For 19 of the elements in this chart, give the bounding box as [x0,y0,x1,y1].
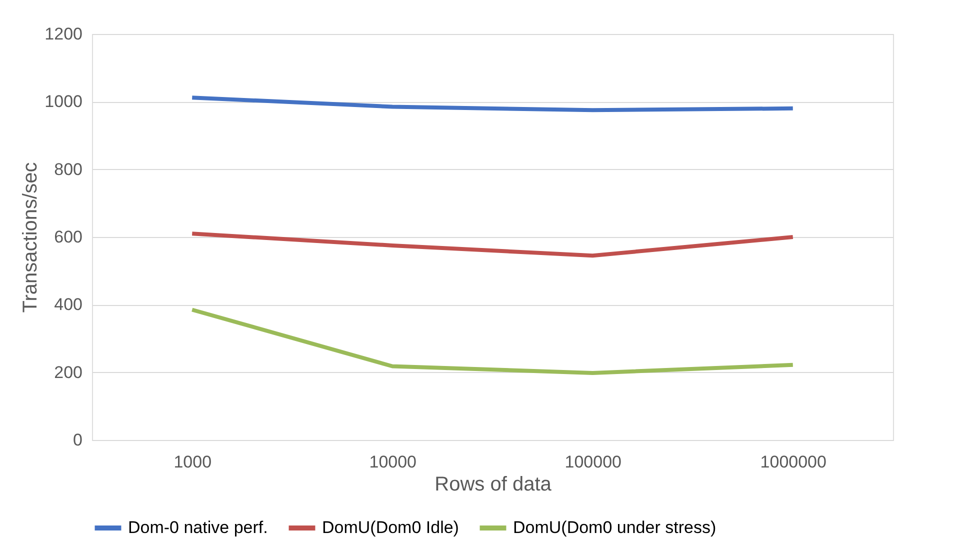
x-tick-label: 1000000 [760,452,826,472]
x-tick-label: 10000 [369,452,417,472]
y-axis-title: Transactions/sec [20,162,42,313]
x-axis-title: Rows of data [434,474,552,496]
legend-label: Dom-0 native perf. [128,518,268,537]
y-tick-label: 0 [73,430,82,450]
y-tick-label: 400 [54,295,82,314]
x-tick-label: 1000 [174,452,212,472]
x-tick-label: 100000 [564,452,622,472]
y-tick-label: 600 [54,228,82,246]
y-tick-label: 800 [54,160,82,179]
y-tick-label: 1200 [44,24,82,44]
legend-label: DomU(Dom0 Idle) [322,518,459,537]
line-series [190,96,795,112]
y-tick-label: 1000 [44,92,82,112]
line-series [190,232,795,258]
y-tick-label: 200 [54,362,82,382]
line-series [190,308,795,376]
legend-label: DomU(Dom0 under stress) [513,518,716,537]
